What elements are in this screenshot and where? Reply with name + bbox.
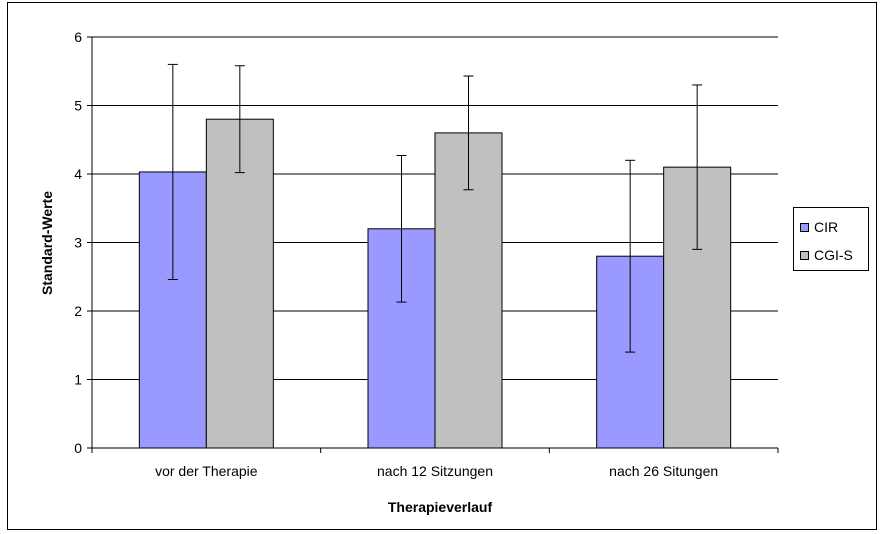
bars-group [138,118,732,449]
y-tick-label-3: 3 [74,235,82,251]
legend-swatch-cgi-s [800,250,809,260]
x-tick-label-1: nach 12 Sitzungen [377,463,493,479]
x-tick-label-2: nach 26 Situngen [609,463,718,479]
y-tick-label-4: 4 [74,166,82,182]
legend-item-cgi-s: CGI-S [800,247,853,263]
x-tick-labels: vor der Therapie nach 12 Sitzungen nach 26… [155,463,718,479]
legend: CIR CGI-S [793,207,869,271]
x-axis-label: Therapieverlauf [388,499,493,515]
axes-group [87,36,779,453]
y-tick-label-0: 0 [74,440,82,456]
legend-item-cir: CIR [800,219,838,235]
legend-label-cgi-s: CGI-S [814,247,853,263]
bar-cgi-s-0 [205,118,274,449]
y-tick-label-1: 1 [74,372,82,388]
error-bars-group [167,63,703,353]
y-axis-label: Standard-Werte [39,191,55,295]
legend-swatch-cir [800,222,809,232]
x-tick-label-0: vor der Therapie [155,463,258,479]
y-tick-labels: 0 1 2 3 4 5 6 [74,29,82,456]
y-tick-label-6: 6 [74,29,82,45]
y-tick-label-5: 5 [74,98,82,114]
legend-label-cir: CIR [814,219,839,235]
y-tick-label-2: 2 [74,303,82,319]
